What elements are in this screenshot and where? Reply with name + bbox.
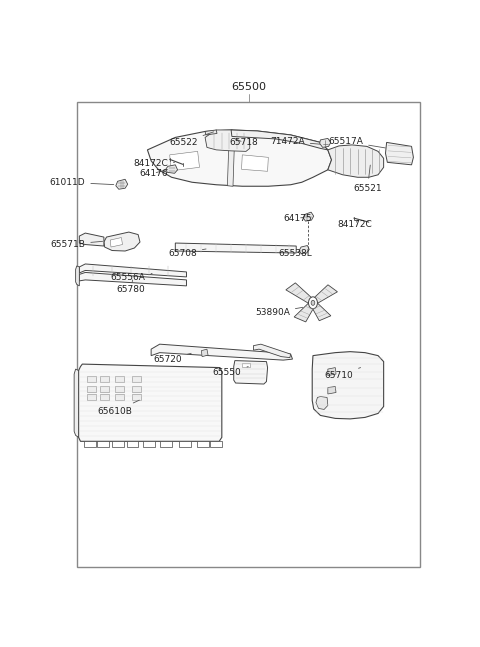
Circle shape <box>311 300 315 305</box>
Polygon shape <box>205 130 250 151</box>
Polygon shape <box>299 245 309 254</box>
Text: 65571B: 65571B <box>50 240 103 249</box>
Text: 65710: 65710 <box>324 367 360 380</box>
Text: 61011D: 61011D <box>49 178 114 187</box>
Bar <box>87 386 96 392</box>
Polygon shape <box>242 362 250 367</box>
Text: 64175: 64175 <box>284 214 312 223</box>
Bar <box>132 386 141 392</box>
Polygon shape <box>116 179 128 189</box>
Polygon shape <box>385 142 413 165</box>
Bar <box>132 376 141 382</box>
Bar <box>87 376 96 382</box>
Bar <box>87 395 96 400</box>
Polygon shape <box>210 441 222 447</box>
Bar <box>132 395 141 400</box>
Text: 71472A: 71472A <box>270 137 320 146</box>
Polygon shape <box>241 155 268 171</box>
Polygon shape <box>294 302 316 322</box>
Polygon shape <box>179 441 191 447</box>
Polygon shape <box>76 266 79 286</box>
Text: 64176: 64176 <box>139 169 168 178</box>
Text: 65610B: 65610B <box>97 400 139 416</box>
Polygon shape <box>202 349 208 356</box>
Polygon shape <box>112 441 124 447</box>
Polygon shape <box>310 302 331 321</box>
Polygon shape <box>147 130 332 186</box>
Text: 65538L: 65538L <box>278 248 312 258</box>
Text: 84172C: 84172C <box>133 159 175 168</box>
Polygon shape <box>144 441 155 447</box>
Text: 65780: 65780 <box>117 280 145 294</box>
Polygon shape <box>84 441 96 447</box>
Bar <box>115 395 124 400</box>
Polygon shape <box>79 233 104 246</box>
Polygon shape <box>160 441 172 447</box>
Polygon shape <box>166 165 178 173</box>
Text: 65522: 65522 <box>169 132 214 147</box>
Polygon shape <box>320 138 331 148</box>
Polygon shape <box>79 364 222 441</box>
Text: 65521: 65521 <box>353 165 382 193</box>
Polygon shape <box>228 131 235 186</box>
Polygon shape <box>79 272 186 286</box>
Circle shape <box>309 297 317 309</box>
Polygon shape <box>328 367 336 375</box>
Text: 65550: 65550 <box>213 367 248 377</box>
Text: 65708: 65708 <box>168 248 206 258</box>
Polygon shape <box>316 397 328 410</box>
Polygon shape <box>253 344 290 358</box>
Bar <box>115 376 124 382</box>
Text: 65556A: 65556A <box>111 274 152 282</box>
Polygon shape <box>151 344 292 360</box>
Polygon shape <box>175 243 296 253</box>
Polygon shape <box>205 130 217 135</box>
Polygon shape <box>303 212 314 221</box>
Text: 84172C: 84172C <box>338 220 372 229</box>
Text: 65718: 65718 <box>229 138 258 147</box>
Polygon shape <box>328 386 336 394</box>
Text: 53890A: 53890A <box>255 307 303 317</box>
Polygon shape <box>79 264 186 277</box>
Polygon shape <box>328 145 384 177</box>
Polygon shape <box>311 285 337 305</box>
Polygon shape <box>97 441 109 447</box>
Polygon shape <box>170 151 200 171</box>
Polygon shape <box>234 360 267 384</box>
Polygon shape <box>110 237 122 247</box>
Polygon shape <box>286 283 315 305</box>
Text: 65500: 65500 <box>231 82 266 92</box>
Bar <box>100 386 109 392</box>
Polygon shape <box>197 441 209 447</box>
Polygon shape <box>74 369 79 437</box>
Polygon shape <box>127 441 139 447</box>
Polygon shape <box>104 232 140 251</box>
Bar <box>100 376 109 382</box>
Bar <box>115 386 124 392</box>
Polygon shape <box>312 352 384 419</box>
Polygon shape <box>231 130 328 150</box>
Text: 65517A: 65517A <box>328 137 385 148</box>
Bar <box>100 395 109 400</box>
Text: 65720: 65720 <box>154 353 191 364</box>
